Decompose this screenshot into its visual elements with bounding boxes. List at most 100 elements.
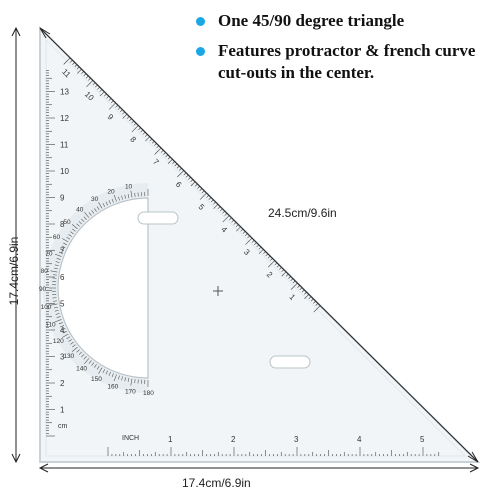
protractor-tick <box>54 309 59 312</box>
protractor-tick <box>91 362 95 366</box>
hypotenuse-ruler-tick <box>308 296 312 300</box>
hypotenuse-ruler-tick <box>224 213 228 216</box>
protractor-tick <box>68 339 72 342</box>
hypotenuse-ruler-tick <box>258 249 264 254</box>
left-ruler-label: 13 <box>60 88 69 97</box>
protractor-label: 70 <box>45 250 53 257</box>
bottom-ruler: 1 2 3 4 5 <box>107 435 440 456</box>
bullet-dot-icon <box>196 17 205 26</box>
hypotenuse-ruler-tick <box>208 197 212 200</box>
hypotenuse-ruler-tick <box>174 163 178 167</box>
hypotenuse-ruler-tick <box>88 78 91 81</box>
bottom-ruler-label: 4 <box>357 435 362 444</box>
hypotenuse-ruler-tick <box>177 170 184 178</box>
hypotenuse-ruler-label: 1 <box>287 292 297 302</box>
hypotenuse-ruler-tick <box>240 228 243 232</box>
hypotenuse-ruler-tick <box>185 174 189 178</box>
hypotenuse-ruler-tick <box>74 64 78 68</box>
protractor-tick <box>84 358 90 365</box>
protractor-tick <box>121 376 123 381</box>
hypotenuse-ruler-tick <box>235 224 239 228</box>
protractor-ticks <box>49 189 149 387</box>
protractor-tick <box>76 349 80 353</box>
dimension-line-hypotenuse <box>39 27 479 463</box>
hypotenuse-ruler-tick <box>188 177 191 180</box>
protractor-label: 140 <box>76 366 87 373</box>
hypotenuse-ruler-tick <box>167 156 171 160</box>
feature-item: Features protractor & french curve cut-o… <box>196 40 496 84</box>
hypotenuse-ruler-tick <box>138 127 141 131</box>
hypotenuse-ruler-tick <box>222 210 225 214</box>
protractor-tick <box>113 374 117 382</box>
hypotenuse-ruler-tick <box>229 217 232 221</box>
protractor-tick <box>108 371 111 376</box>
protractor-tick <box>58 251 63 254</box>
hypotenuse-ruler-tick <box>281 271 287 277</box>
protractor-tick <box>96 365 100 370</box>
protractor-label: 30 <box>91 196 99 203</box>
protractor-tick <box>102 203 106 207</box>
hypotenuse-ruler-tick <box>231 219 234 223</box>
hypotenuse-ruler-tick <box>156 145 159 149</box>
hypotenuse-ruler-tick <box>304 292 307 295</box>
protractor-tick <box>111 198 114 203</box>
hypotenuse-ruler-tick <box>165 154 168 158</box>
hypotenuse-ruler-tick <box>199 192 207 200</box>
hypotenuse-ruler-tick <box>285 274 289 277</box>
hypotenuse-ruler-tick <box>247 235 250 239</box>
left-ruler-label: 10 <box>60 167 69 176</box>
feature-list: One 45/90 degree triangle Features protr… <box>196 10 496 92</box>
hypotenuse-ruler-tick <box>290 283 298 290</box>
protractor-tick <box>61 245 66 248</box>
hypotenuse-ruler-label: 8 <box>128 135 138 145</box>
hypotenuse-ruler-tick <box>151 141 155 144</box>
hypotenuse-ruler-tick <box>110 100 114 104</box>
hypotenuse-ruler-tick <box>176 165 180 169</box>
protractor-tick <box>102 369 106 373</box>
protractor-tick <box>105 370 108 375</box>
protractor-tick <box>91 210 95 214</box>
protractor-label: 130 <box>63 353 74 360</box>
bullet-dot-icon <box>196 47 205 56</box>
hypotenuse-ruler-tick <box>142 132 146 135</box>
protractor-label: 160 <box>107 384 118 391</box>
protractor-tick <box>50 303 58 306</box>
left-ruler-label: 12 <box>60 114 69 123</box>
protractor-label: 20 <box>107 188 115 195</box>
hypotenuse-ruler-tick <box>133 123 137 126</box>
protractor-tick <box>127 377 130 382</box>
hypotenuse-ruler-tick <box>274 262 278 266</box>
left-ruler-label: 11 <box>60 141 69 150</box>
hypotenuse-ruler-tick <box>106 96 109 99</box>
hypotenuse-ruler-tick <box>206 195 209 198</box>
protractor-tick <box>96 206 100 211</box>
hypotenuse-ruler-tick <box>122 114 128 119</box>
protractor-tick <box>60 248 65 251</box>
dimension-label-left: 17.4cm/6.9in <box>7 236 21 306</box>
left-ruler-label: 7 <box>60 247 65 256</box>
bottom-ruler-label: 2 <box>231 435 236 444</box>
protractor-label: 60 <box>53 234 61 241</box>
hypotenuse-ruler-tick <box>104 93 107 97</box>
protractor-tick <box>71 346 78 352</box>
hypotenuse-ruler-tick <box>244 233 248 237</box>
hypotenuse-ruler-tick <box>145 136 150 142</box>
protractor-tick <box>54 264 59 267</box>
hypotenuse-ruler-tick <box>236 226 241 232</box>
protractor-tick <box>54 253 62 257</box>
protractor-tick <box>130 378 133 386</box>
dimension-line-bottom <box>38 463 480 473</box>
protractor-tick <box>76 223 80 227</box>
hypotenuse-ruler-tick <box>63 57 71 65</box>
protractor-label: 100 <box>41 304 52 311</box>
protractor-label: 120 <box>53 338 64 345</box>
protractor-tick <box>66 236 71 240</box>
protractor-tick <box>72 228 76 232</box>
hypotenuse-ruler-tick <box>269 258 273 261</box>
protractor-cutout <box>57 197 149 379</box>
hypotenuse-ruler-tick <box>190 179 193 182</box>
hypotenuse-ruler-tick <box>99 91 105 97</box>
hypotenuse-ruler-tick <box>119 109 123 113</box>
